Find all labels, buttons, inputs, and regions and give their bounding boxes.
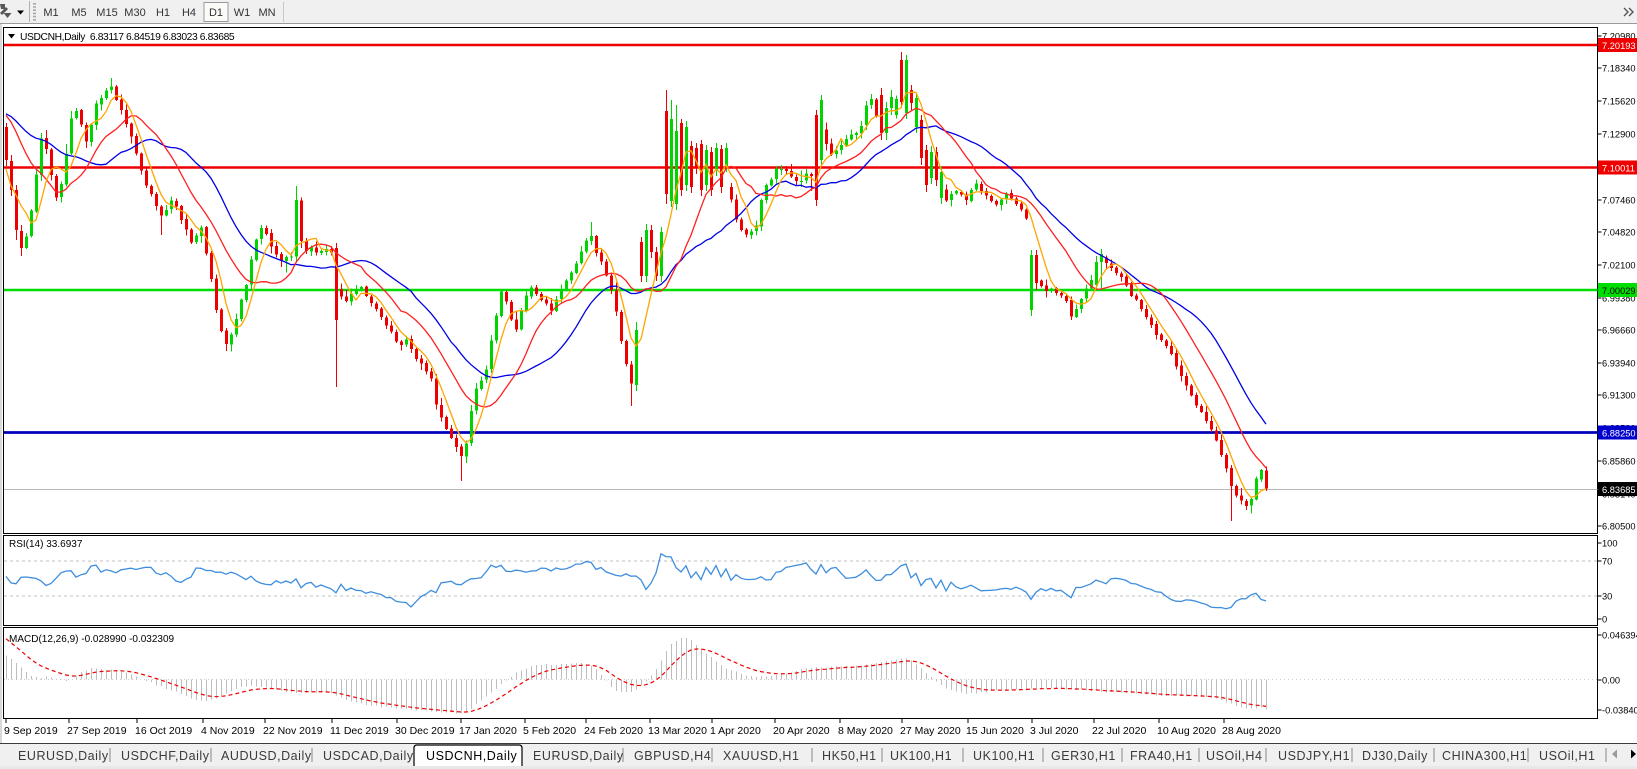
svg-text:15 Jun 2020: 15 Jun 2020 bbox=[966, 725, 1024, 737]
svg-text:22 Nov 2019: 22 Nov 2019 bbox=[263, 725, 323, 737]
svg-text:H1: H1 bbox=[156, 7, 170, 19]
svg-text:7.02100: 7.02100 bbox=[1602, 261, 1636, 271]
svg-text:GER30,H1: GER30,H1 bbox=[1051, 749, 1116, 763]
svg-text:XAUUSD,H1: XAUUSD,H1 bbox=[723, 749, 800, 763]
svg-text:9 Sep 2019: 9 Sep 2019 bbox=[4, 725, 58, 737]
svg-text:30 Dec 2019: 30 Dec 2019 bbox=[395, 725, 455, 737]
svg-text:5 Feb 2020: 5 Feb 2020 bbox=[523, 725, 576, 737]
svg-text:7.20980: 7.20980 bbox=[1602, 32, 1636, 42]
svg-text:0: 0 bbox=[1602, 615, 1607, 625]
svg-text:H4: H4 bbox=[182, 7, 196, 19]
svg-text:6.99380: 6.99380 bbox=[1602, 294, 1636, 304]
svg-text:8 May 2020: 8 May 2020 bbox=[838, 725, 893, 737]
svg-text:6.80500: 6.80500 bbox=[1602, 522, 1636, 532]
svg-text:10 Aug 2020: 10 Aug 2020 bbox=[1157, 725, 1216, 737]
svg-text:USOil,H1: USOil,H1 bbox=[1539, 749, 1596, 763]
svg-text:USDCNH,Daily 6.83117 6.84519: USDCNH,Daily 6.83117 6.84519 6.83023 6.8… bbox=[20, 32, 235, 43]
svg-text:3 Jul 2020: 3 Jul 2020 bbox=[1030, 725, 1079, 737]
svg-text:0.046394: 0.046394 bbox=[1602, 631, 1637, 641]
svg-text:6.85860: 6.85860 bbox=[1602, 457, 1636, 467]
svg-text:27 May 2020: 27 May 2020 bbox=[900, 725, 961, 737]
svg-text:20 Apr 2020: 20 Apr 2020 bbox=[773, 725, 830, 737]
svg-text:1 Apr 2020: 1 Apr 2020 bbox=[710, 725, 761, 737]
svg-text:4 Nov 2019: 4 Nov 2019 bbox=[201, 725, 255, 737]
svg-text:EURUSD,Daily: EURUSD,Daily bbox=[18, 749, 109, 763]
svg-text:7.10011: 7.10011 bbox=[1602, 164, 1635, 174]
svg-text:7.20193: 7.20193 bbox=[1602, 41, 1636, 51]
svg-text:30: 30 bbox=[1602, 592, 1612, 602]
svg-text:17 Jan 2020: 17 Jan 2020 bbox=[459, 725, 517, 737]
svg-text:6.91300: 6.91300 bbox=[1602, 391, 1636, 401]
svg-text:24 Feb 2020: 24 Feb 2020 bbox=[584, 725, 643, 737]
svg-text:13 Mar 2020: 13 Mar 2020 bbox=[648, 725, 707, 737]
svg-text:7.12900: 7.12900 bbox=[1602, 130, 1636, 140]
svg-text:RSI(14) 33.6937: RSI(14) 33.6937 bbox=[9, 539, 83, 550]
svg-text:USOil,H4: USOil,H4 bbox=[1206, 749, 1263, 763]
svg-text:DJ30,Daily: DJ30,Daily bbox=[1362, 749, 1428, 763]
svg-text:UK100,H1: UK100,H1 bbox=[890, 749, 952, 763]
svg-text:UK100,H1: UK100,H1 bbox=[973, 749, 1035, 763]
svg-text:70: 70 bbox=[1602, 557, 1612, 567]
svg-text:28 Aug 2020: 28 Aug 2020 bbox=[1222, 725, 1281, 737]
svg-text:GBPUSD,H4: GBPUSD,H4 bbox=[634, 749, 711, 763]
svg-text:6.83685: 6.83685 bbox=[1602, 485, 1636, 495]
svg-text:M5: M5 bbox=[71, 7, 86, 19]
svg-text:27 Sep 2019: 27 Sep 2019 bbox=[67, 725, 127, 737]
svg-text:0.00: 0.00 bbox=[1602, 676, 1620, 686]
svg-text:USDCHF,Daily: USDCHF,Daily bbox=[121, 749, 210, 763]
svg-text:6.96660: 6.96660 bbox=[1602, 326, 1636, 336]
svg-text:M1: M1 bbox=[43, 7, 58, 19]
svg-text:HK50,H1: HK50,H1 bbox=[822, 749, 877, 763]
svg-text:CHINA300,H1: CHINA300,H1 bbox=[1442, 749, 1527, 763]
svg-text:USDJPY,H1: USDJPY,H1 bbox=[1278, 749, 1350, 763]
svg-text:EURUSD,Daily: EURUSD,Daily bbox=[533, 749, 624, 763]
svg-text:-0.03840: -0.03840 bbox=[1602, 706, 1637, 716]
svg-text:D1: D1 bbox=[209, 7, 223, 19]
svg-text:100: 100 bbox=[1602, 539, 1618, 549]
svg-text:USDCNH,Daily: USDCNH,Daily bbox=[426, 749, 518, 763]
svg-text:USDCAD,Daily: USDCAD,Daily bbox=[323, 749, 414, 763]
svg-text:M15: M15 bbox=[96, 7, 117, 19]
svg-text:7.18340: 7.18340 bbox=[1602, 64, 1636, 74]
svg-text:7.07460: 7.07460 bbox=[1602, 196, 1636, 206]
svg-text:22 Jul 2020: 22 Jul 2020 bbox=[1092, 725, 1146, 737]
svg-text:AUDUSD,Daily: AUDUSD,Daily bbox=[221, 749, 312, 763]
svg-text:6.93940: 6.93940 bbox=[1602, 359, 1636, 369]
svg-text:7.04820: 7.04820 bbox=[1602, 228, 1636, 238]
svg-text:7.00029: 7.00029 bbox=[1602, 286, 1636, 296]
svg-text:16 Oct 2019: 16 Oct 2019 bbox=[135, 725, 192, 737]
svg-text:MN: MN bbox=[258, 7, 275, 19]
svg-text:11 Dec 2019: 11 Dec 2019 bbox=[330, 725, 389, 737]
svg-text:MACD(12,26,9) -0.028990 -0.032: MACD(12,26,9) -0.028990 -0.032309 bbox=[9, 634, 175, 645]
svg-text:W1: W1 bbox=[234, 7, 251, 19]
svg-text:6.88250: 6.88250 bbox=[1602, 429, 1636, 439]
svg-text:M30: M30 bbox=[124, 7, 145, 19]
svg-text:FRA40,H1: FRA40,H1 bbox=[1130, 749, 1193, 763]
svg-text:7.15620: 7.15620 bbox=[1602, 97, 1636, 107]
